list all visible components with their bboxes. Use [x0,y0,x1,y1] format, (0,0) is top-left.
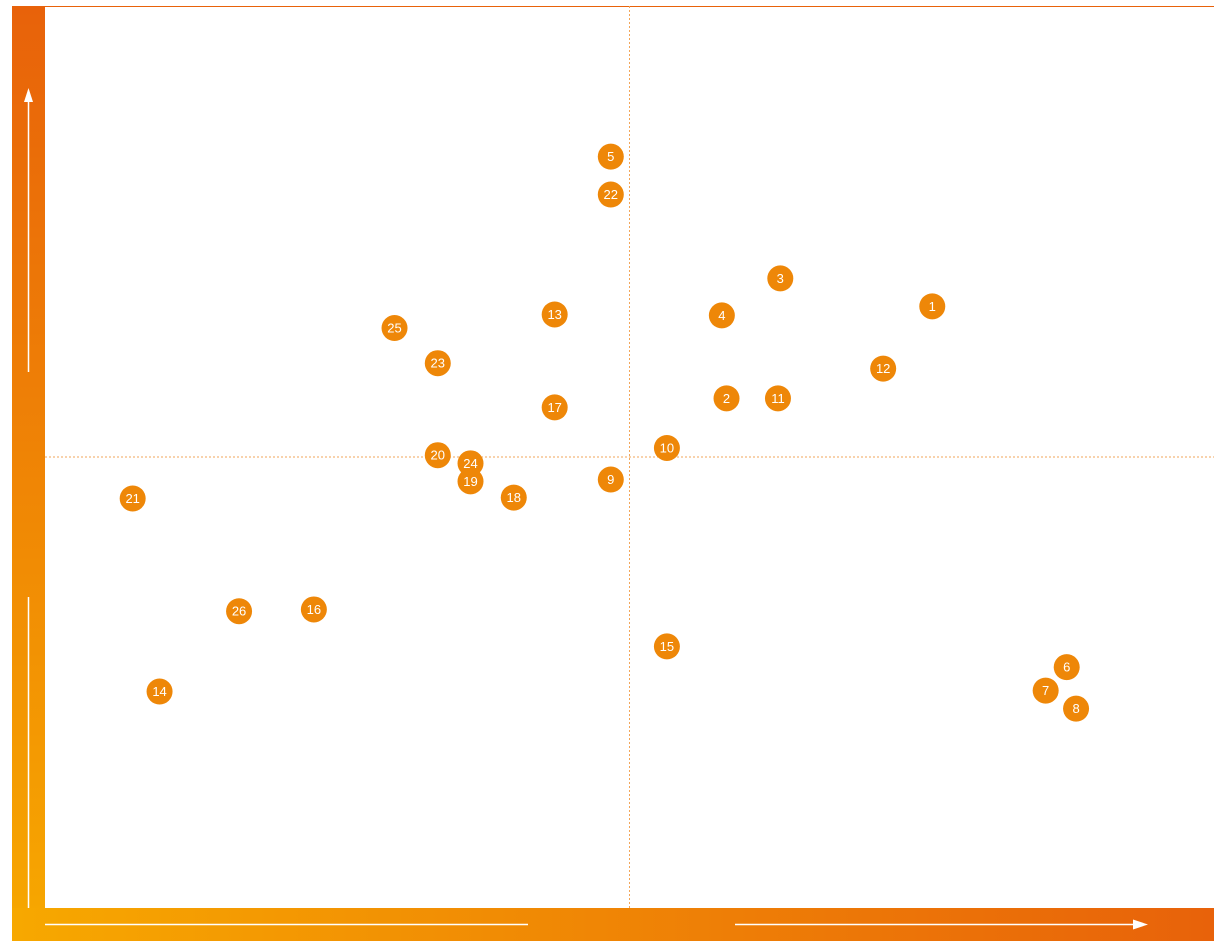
point-label: 1 [929,299,936,314]
point-label: 13 [547,307,561,322]
data-point-12: 12 [870,355,897,382]
point-marker [146,678,173,705]
data-point-19: 19 [457,468,484,495]
point-label: 7 [1042,683,1049,698]
data-point-5: 5 [597,143,624,170]
point-marker [424,350,451,377]
y-axis-arrow-head [24,88,33,102]
data-point-1: 1 [919,293,946,320]
point-marker [653,633,680,660]
point-label: 18 [507,490,521,505]
point-marker [1032,677,1059,704]
data-point-24: 24 [457,450,484,477]
data-point-4: 4 [708,302,735,329]
data-point-25: 25 [381,315,408,342]
point-marker [597,181,624,208]
point-marker [457,468,484,495]
point-label: 19 [463,474,477,489]
point-marker [653,434,680,461]
data-point-18: 18 [500,484,527,511]
point-label: 12 [876,361,890,376]
point-marker [1053,654,1080,681]
point-marker [541,394,568,421]
point-marker [424,442,451,469]
point-label: 15 [660,639,674,654]
point-marker [597,466,624,493]
point-label: 20 [431,448,445,463]
data-point-6: 6 [1053,654,1080,681]
data-point-16: 16 [300,596,327,623]
data-point-15: 15 [653,633,680,660]
data-point-26: 26 [226,598,253,625]
point-marker [713,385,740,412]
point-marker [597,143,624,170]
data-points: 1234567891011121314151617181920212223242… [119,143,1090,722]
point-label: 14 [152,684,166,699]
point-label: 8 [1072,701,1079,716]
point-label: 24 [463,456,477,471]
point-label: 22 [604,187,618,202]
point-label: 11 [771,391,785,406]
point-label: 9 [607,472,614,487]
point-label: 3 [777,271,784,286]
point-marker [708,302,735,329]
data-point-3: 3 [767,265,794,292]
data-point-2: 2 [713,385,740,412]
point-marker [500,484,527,511]
point-marker [119,485,146,512]
point-label: 25 [387,321,401,336]
point-label: 21 [125,491,139,506]
data-point-23: 23 [424,350,451,377]
point-label: 17 [547,400,561,415]
data-point-20: 20 [424,442,451,469]
data-point-14: 14 [146,678,173,705]
point-label: 26 [232,604,246,619]
data-point-10: 10 [653,434,680,461]
point-marker [764,385,791,412]
point-label: 10 [660,440,674,455]
data-point-7: 7 [1032,677,1059,704]
point-marker [226,598,253,625]
point-marker [870,355,897,382]
point-label: 5 [607,149,614,164]
point-label: 6 [1063,660,1070,675]
data-point-13: 13 [541,301,568,328]
data-point-21: 21 [119,485,146,512]
point-marker [300,596,327,623]
axis-arrows [24,88,1148,930]
data-point-22: 22 [597,181,624,208]
data-point-17: 17 [541,394,568,421]
point-marker [919,293,946,320]
point-marker [767,265,794,292]
point-marker [541,301,568,328]
data-point-8: 8 [1063,695,1090,722]
data-point-9: 9 [597,466,624,493]
point-label: 23 [431,356,445,371]
x-axis-arrow-head [1133,919,1148,930]
point-marker [381,315,408,342]
point-label: 4 [718,308,725,323]
data-point-11: 11 [764,385,791,412]
point-label: 2 [723,391,730,406]
point-marker [1063,695,1090,722]
point-marker [457,450,484,477]
point-label: 16 [307,602,321,617]
